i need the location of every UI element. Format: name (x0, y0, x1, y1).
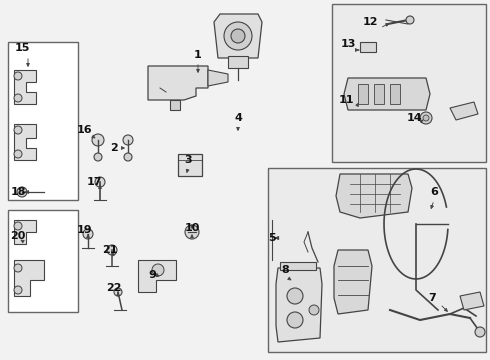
Text: 11: 11 (338, 95, 354, 105)
Text: 9: 9 (148, 270, 156, 280)
Polygon shape (138, 260, 176, 292)
Polygon shape (334, 250, 372, 314)
Polygon shape (360, 42, 376, 52)
Text: 8: 8 (281, 265, 289, 275)
Circle shape (309, 305, 319, 315)
Text: 4: 4 (234, 113, 242, 123)
Bar (8, 210, 78, 312)
Text: 12: 12 (362, 17, 378, 27)
Circle shape (14, 286, 22, 294)
Polygon shape (14, 220, 36, 244)
Bar (8, 42, 78, 200)
Circle shape (185, 225, 199, 239)
Polygon shape (336, 174, 412, 218)
Circle shape (107, 245, 117, 255)
Text: 18: 18 (10, 187, 26, 197)
Circle shape (423, 115, 429, 121)
Circle shape (231, 29, 245, 43)
Polygon shape (344, 78, 430, 110)
Circle shape (124, 153, 132, 161)
Bar (374, 84, 384, 104)
Polygon shape (332, 4, 486, 162)
Polygon shape (208, 70, 228, 86)
Polygon shape (336, 8, 480, 158)
Polygon shape (170, 100, 180, 110)
Circle shape (475, 327, 485, 337)
Circle shape (114, 288, 122, 296)
Text: 5: 5 (268, 233, 276, 243)
Polygon shape (214, 14, 262, 58)
Text: 15: 15 (14, 43, 30, 53)
Polygon shape (14, 260, 44, 296)
Bar (390, 84, 400, 104)
Text: 17: 17 (86, 177, 102, 187)
Text: 21: 21 (102, 245, 118, 255)
Polygon shape (280, 262, 316, 270)
Polygon shape (148, 66, 208, 100)
Circle shape (94, 153, 102, 161)
Polygon shape (276, 268, 322, 342)
Bar (268, 168, 486, 352)
Circle shape (14, 264, 22, 272)
Text: 6: 6 (430, 187, 438, 197)
Circle shape (14, 126, 22, 134)
Circle shape (152, 264, 164, 276)
Circle shape (287, 288, 303, 304)
Circle shape (92, 134, 104, 146)
Polygon shape (450, 102, 478, 120)
Text: 19: 19 (76, 225, 92, 235)
Polygon shape (228, 56, 248, 68)
Circle shape (123, 135, 133, 145)
Text: 16: 16 (76, 125, 92, 135)
Text: 20: 20 (10, 231, 25, 241)
Circle shape (17, 187, 27, 197)
Circle shape (14, 72, 22, 80)
Text: 13: 13 (341, 39, 356, 49)
Polygon shape (178, 154, 202, 176)
Circle shape (95, 177, 105, 187)
Circle shape (14, 222, 22, 230)
Text: 7: 7 (428, 293, 436, 303)
Bar (358, 84, 368, 104)
Circle shape (420, 112, 432, 124)
Circle shape (287, 312, 303, 328)
Circle shape (14, 94, 22, 102)
Polygon shape (460, 292, 484, 310)
Text: 22: 22 (106, 283, 122, 293)
Circle shape (83, 229, 93, 239)
Text: 1: 1 (194, 50, 202, 60)
Circle shape (14, 150, 22, 158)
Text: 3: 3 (184, 155, 192, 165)
Text: 14: 14 (406, 113, 422, 123)
Circle shape (224, 22, 252, 50)
Text: 10: 10 (184, 223, 200, 233)
Polygon shape (14, 70, 36, 104)
Circle shape (406, 16, 414, 24)
Polygon shape (14, 124, 36, 160)
Text: 2: 2 (110, 143, 118, 153)
